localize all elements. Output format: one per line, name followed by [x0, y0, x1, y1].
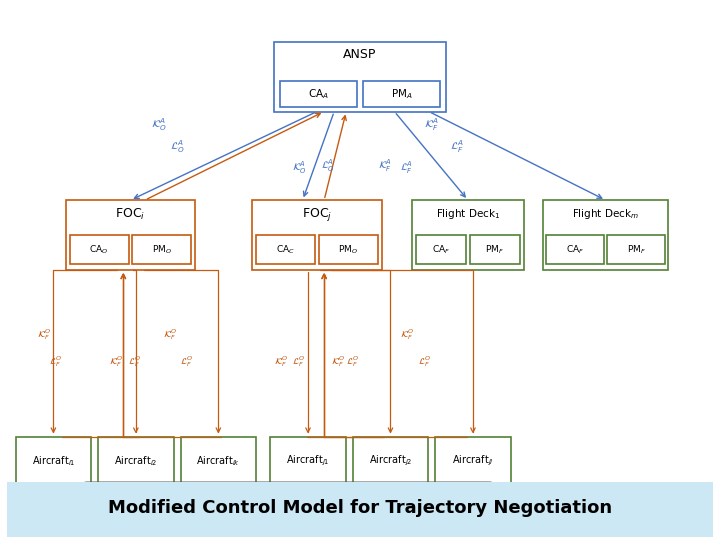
FancyBboxPatch shape: [181, 436, 256, 485]
Text: ANSP: ANSP: [343, 48, 377, 61]
Text: $\mathcal{K}_O^A$: $\mathcal{K}_O^A$: [292, 159, 307, 177]
FancyBboxPatch shape: [546, 235, 604, 265]
Text: Aircraft$_{i1}$: Aircraft$_{i1}$: [32, 454, 75, 468]
Text: CA$_F$: CA$_F$: [432, 244, 450, 256]
Text: $\mathcal{L}_F^A$: $\mathcal{L}_F^A$: [400, 159, 413, 177]
FancyBboxPatch shape: [16, 436, 91, 485]
Text: Aircraft$_{j1}$: Aircraft$_{j1}$: [287, 454, 330, 468]
Text: Aircraft$_{ik}$: Aircraft$_{ik}$: [197, 454, 240, 468]
FancyBboxPatch shape: [413, 200, 523, 270]
FancyBboxPatch shape: [270, 436, 346, 485]
Text: PM$_O$: PM$_O$: [152, 244, 172, 256]
FancyBboxPatch shape: [543, 200, 668, 270]
Text: $\mathcal{L}_O^A$: $\mathcal{L}_O^A$: [321, 157, 335, 174]
FancyBboxPatch shape: [253, 200, 382, 270]
FancyBboxPatch shape: [353, 436, 428, 485]
Text: $\mathcal{L}_F^O$: $\mathcal{L}_F^O$: [292, 354, 305, 369]
Text: Aircraft$_{j2}$: Aircraft$_{j2}$: [369, 454, 413, 468]
Text: $\mathcal{K}_F^A$: $\mathcal{K}_F^A$: [378, 157, 392, 174]
Text: $\mathcal{L}_F^O$: $\mathcal{L}_F^O$: [49, 354, 62, 369]
Text: CA$_A$: CA$_A$: [308, 87, 329, 101]
Text: $\mathcal{K}_F^O$: $\mathcal{K}_F^O$: [37, 327, 52, 342]
Text: Flight Deck$_m$: Flight Deck$_m$: [572, 207, 639, 221]
FancyBboxPatch shape: [81, 482, 496, 528]
Text: Aircraft$_{jl}$: Aircraft$_{jl}$: [452, 454, 494, 468]
Text: $\mathcal{K}_F^A$: $\mathcal{K}_F^A$: [424, 117, 439, 133]
Text: PM$_F$: PM$_F$: [485, 244, 504, 256]
Text: FOC$_i$: FOC$_i$: [115, 207, 145, 222]
Text: $\mathcal{L}_O^A$: $\mathcal{L}_O^A$: [170, 138, 184, 155]
Text: $\mathcal{K}_O^A$: $\mathcal{K}_O^A$: [151, 117, 167, 133]
FancyBboxPatch shape: [469, 235, 520, 265]
Text: $\mathcal{K}_F^O$: $\mathcal{K}_F^O$: [400, 327, 414, 342]
FancyBboxPatch shape: [608, 235, 665, 265]
Text: $\mathcal{L}_F^O$: $\mathcal{L}_F^O$: [346, 354, 359, 369]
Text: $\mathcal{L}_F^A$: $\mathcal{L}_F^A$: [450, 138, 464, 155]
Text: $\mathcal{L}_F^O$: $\mathcal{L}_F^O$: [180, 354, 193, 369]
Text: PM$_O$: PM$_O$: [338, 244, 359, 256]
Text: Modified Control Model for Trajectory Negotiation: Modified Control Model for Trajectory Ne…: [108, 499, 612, 517]
FancyBboxPatch shape: [70, 235, 129, 265]
Text: $\mathcal{L}_F^O$: $\mathcal{L}_F^O$: [418, 354, 431, 369]
FancyBboxPatch shape: [256, 235, 315, 265]
FancyBboxPatch shape: [66, 200, 195, 270]
Text: $\mathcal{K}_F^O$: $\mathcal{K}_F^O$: [109, 354, 123, 369]
Text: CA$_C$: CA$_C$: [276, 244, 295, 256]
FancyBboxPatch shape: [319, 235, 378, 265]
FancyBboxPatch shape: [132, 235, 192, 265]
Text: Aircraft$_{i2}$: Aircraft$_{i2}$: [114, 454, 158, 468]
Text: PM$_F$: PM$_F$: [626, 244, 646, 256]
FancyBboxPatch shape: [279, 80, 357, 107]
Text: CA$_O$: CA$_O$: [89, 244, 109, 256]
FancyBboxPatch shape: [436, 436, 510, 485]
Text: CA$_F$: CA$_F$: [566, 244, 585, 256]
Text: PM$_A$: PM$_A$: [391, 87, 413, 101]
Text: $\mathcal{K}_F^O$: $\mathcal{K}_F^O$: [274, 354, 288, 369]
Text: FOC$_j$: FOC$_j$: [302, 206, 332, 222]
FancyBboxPatch shape: [416, 235, 466, 265]
FancyBboxPatch shape: [274, 42, 446, 112]
Text: $\mathcal{K}_F^O$: $\mathcal{K}_F^O$: [331, 354, 346, 369]
Text: $\mathcal{K}_F^O$: $\mathcal{K}_F^O$: [163, 327, 177, 342]
Text: Flight Deck$_1$: Flight Deck$_1$: [436, 207, 500, 221]
FancyBboxPatch shape: [7, 482, 713, 537]
Text: $\mathcal{L}_F^O$: $\mathcal{L}_F^O$: [127, 354, 140, 369]
FancyBboxPatch shape: [98, 436, 174, 485]
Text: Additional Requirement: $\mathcal{K}_F^A$ and $\mathcal{K}_F^O$ shall $\it{not}$: Additional Requirement: $\mathcal{K}_F^A…: [120, 497, 457, 512]
FancyBboxPatch shape: [363, 80, 441, 107]
